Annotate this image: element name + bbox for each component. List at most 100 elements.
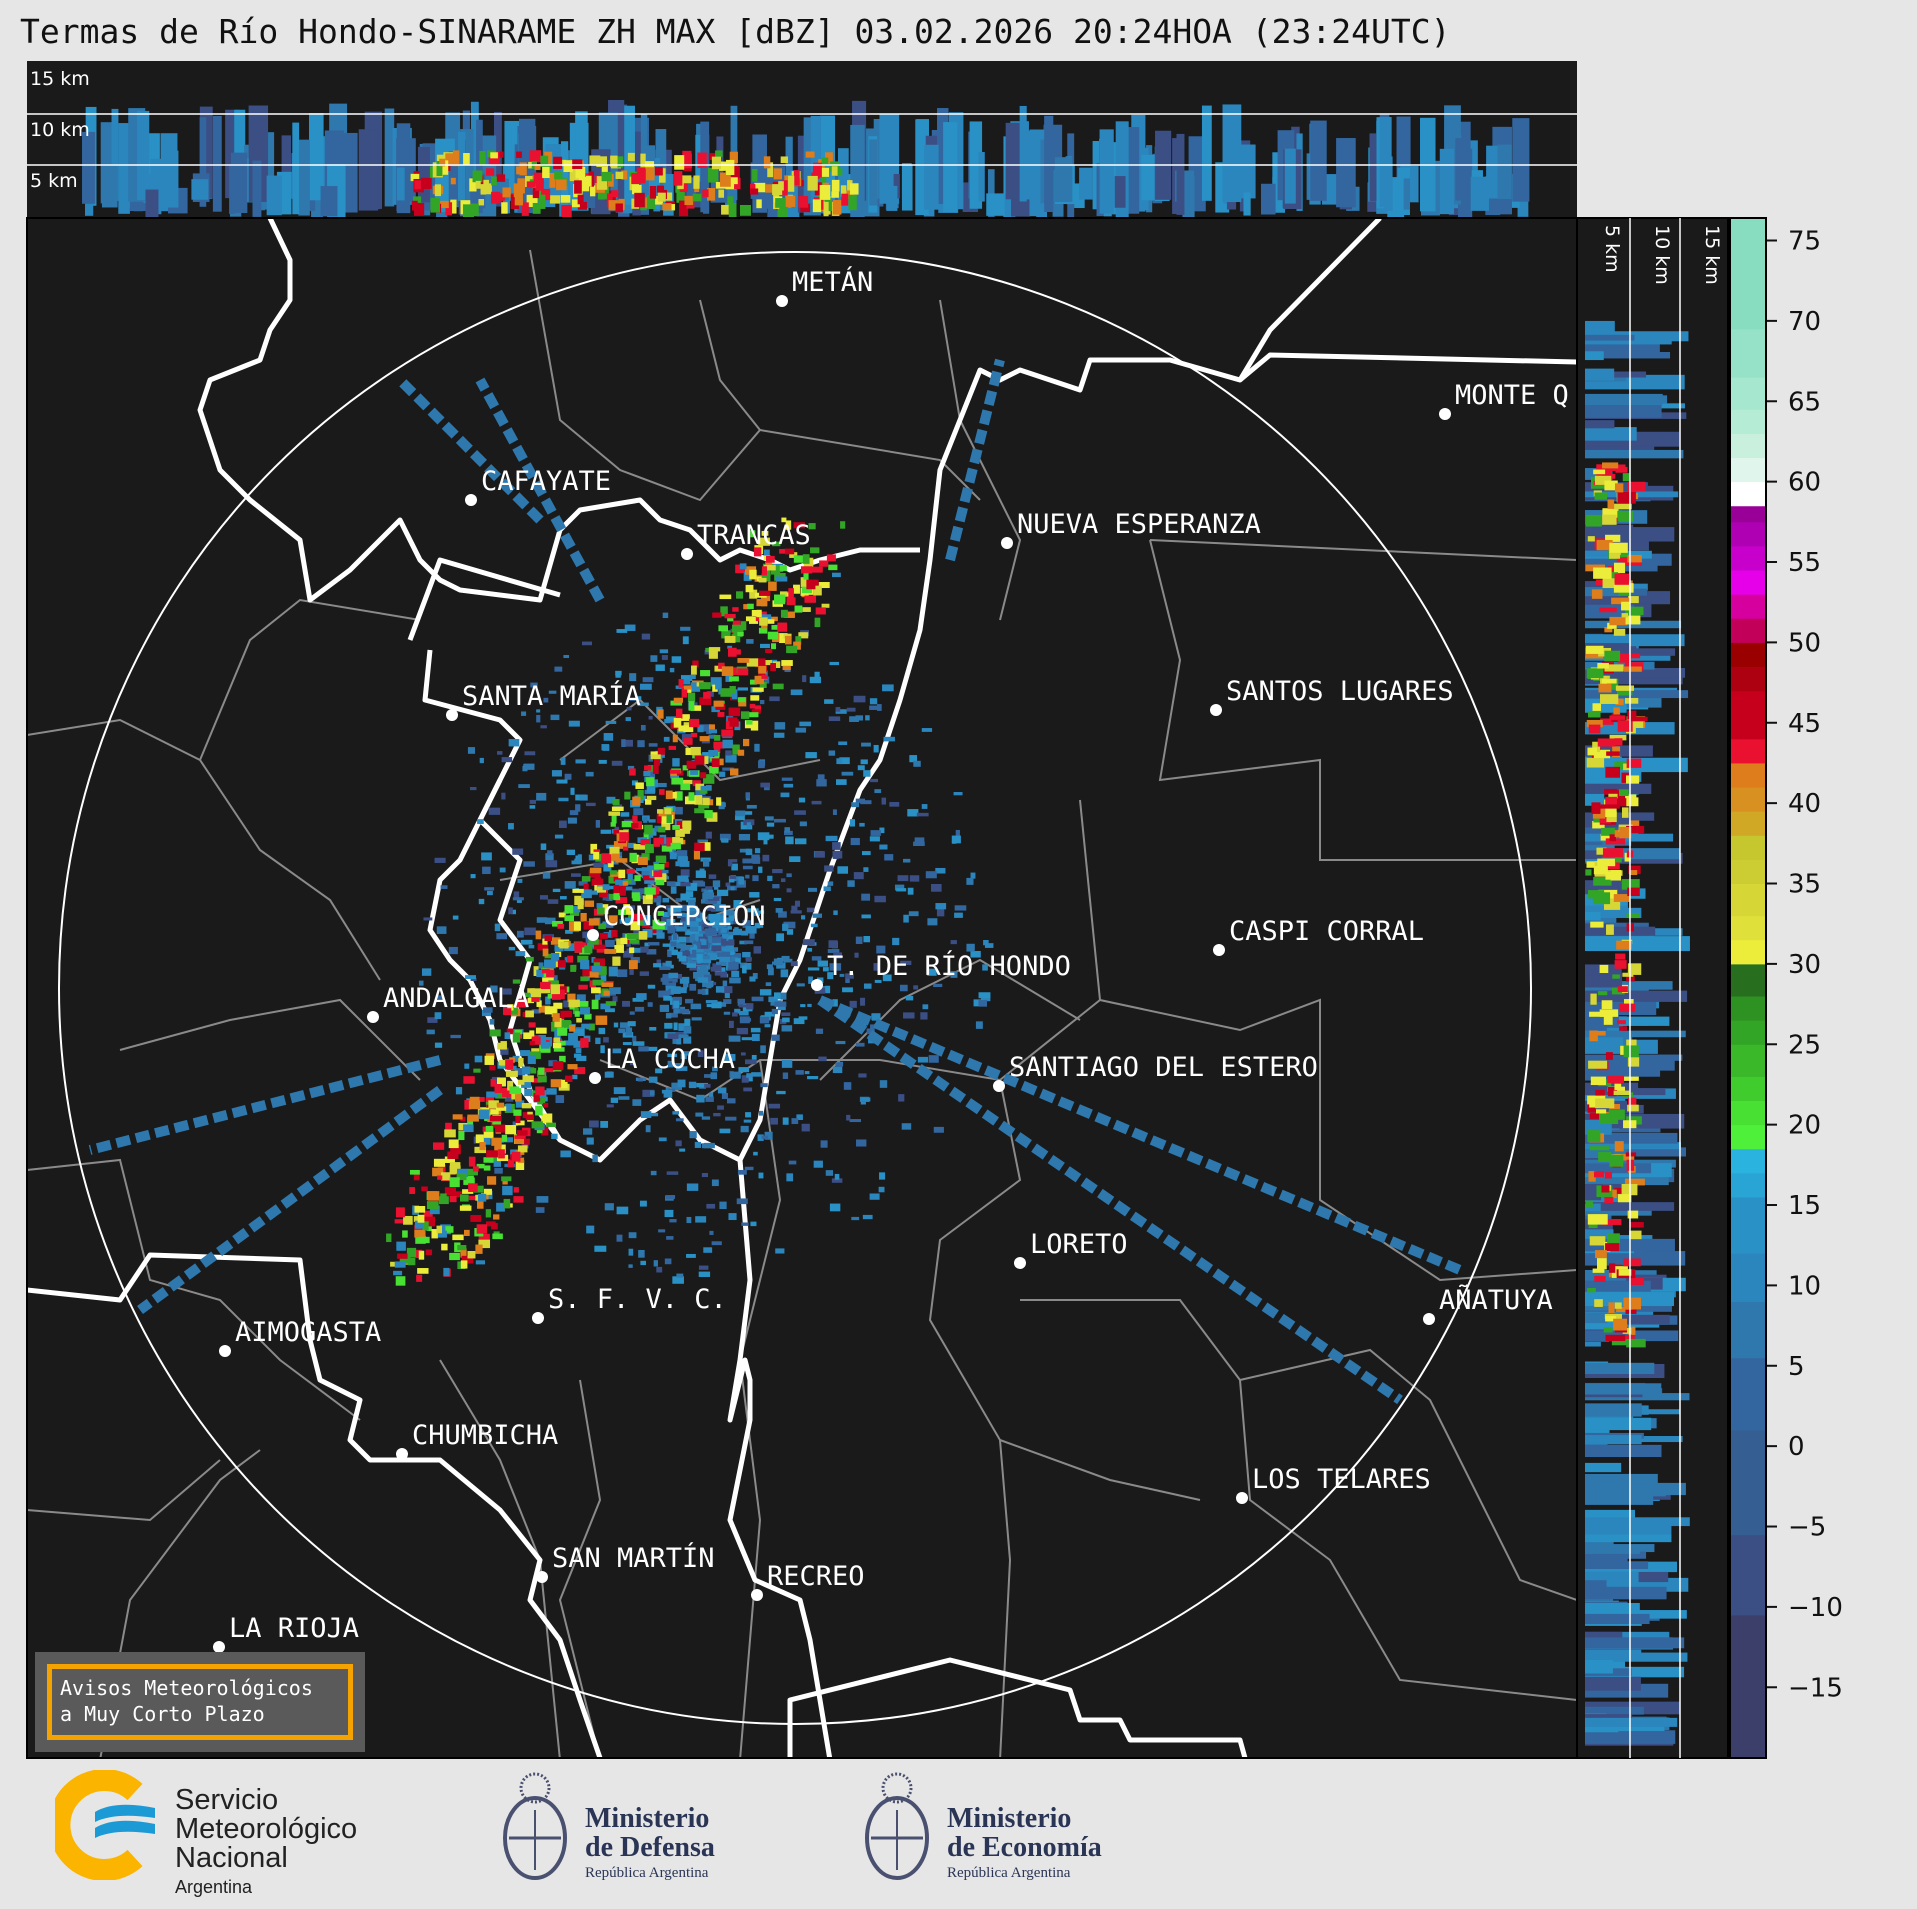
echo-cell xyxy=(750,695,760,701)
smn-line-4: Argentina xyxy=(175,1877,253,1897)
echo-cell xyxy=(873,963,878,971)
echo-cell xyxy=(680,1053,687,1060)
echo-cell xyxy=(574,1011,580,1017)
echo-cell xyxy=(1624,1178,1645,1186)
echo-cell xyxy=(1613,562,1626,574)
echo-cell xyxy=(1005,122,1023,200)
echo-cell xyxy=(1596,539,1613,551)
echo-cell xyxy=(191,179,209,200)
echo-cell xyxy=(414,1220,423,1229)
echo-cell xyxy=(575,1048,582,1054)
echo-cell xyxy=(504,1096,514,1102)
colorbar-segment xyxy=(1730,1100,1766,1126)
echo-streak xyxy=(945,358,1005,562)
colorbar-tick-label: −10 xyxy=(1788,1593,1843,1623)
echo-cell xyxy=(702,752,714,759)
echo-cell xyxy=(764,593,771,602)
echo-cell xyxy=(901,1123,912,1130)
echo-cell xyxy=(558,159,566,167)
echo-cell xyxy=(802,675,807,683)
echo-cell xyxy=(633,913,645,921)
echo-cell xyxy=(712,1066,718,1072)
echo-cell xyxy=(727,177,738,185)
echo-cell xyxy=(765,184,776,193)
echo-cell xyxy=(598,759,607,764)
echo-cell xyxy=(627,765,635,770)
echo-cell xyxy=(780,878,786,883)
city-marker xyxy=(1439,408,1451,420)
colorbar-segment xyxy=(1730,1253,1766,1302)
echo-cell xyxy=(743,1087,753,1092)
echo-cell xyxy=(788,588,794,598)
radar-range-ring xyxy=(58,251,1532,1725)
echo-cell xyxy=(753,547,762,557)
smn-line-1: Servicio xyxy=(175,1784,279,1816)
echo-cell xyxy=(688,701,695,711)
echo-cell xyxy=(645,798,652,805)
echo-cell xyxy=(851,1216,860,1221)
echo-cell xyxy=(789,170,798,215)
echo-cell xyxy=(1599,814,1611,824)
echo-cell xyxy=(553,1047,565,1052)
echo-cell xyxy=(674,155,685,170)
city-label: SANTA MARÍA xyxy=(462,680,641,712)
echo-cell xyxy=(508,823,514,830)
echo-cell xyxy=(720,971,727,978)
echo-cell xyxy=(760,782,770,788)
echo-cell xyxy=(571,906,581,913)
echo-cell xyxy=(683,738,693,745)
echo-cell xyxy=(559,896,567,900)
echo-cell xyxy=(679,861,690,867)
echo-cell xyxy=(591,999,599,1010)
echo-cell xyxy=(983,939,989,946)
echo-cell xyxy=(1618,1269,1632,1276)
echo-cell xyxy=(760,1045,766,1054)
echo-cell xyxy=(638,1046,649,1052)
echo-cell xyxy=(758,627,768,634)
echo-cell xyxy=(1585,1602,1640,1612)
echo-cell xyxy=(718,662,725,669)
echo-cell xyxy=(512,1055,520,1062)
echo-cell xyxy=(716,961,727,966)
echo-cell xyxy=(629,852,637,862)
echo-cell xyxy=(760,660,772,666)
echo-cell xyxy=(1624,697,1639,704)
echo-cell xyxy=(252,160,262,217)
echo-cell xyxy=(516,930,524,938)
echo-cell xyxy=(640,1260,647,1266)
echo-cell xyxy=(608,915,618,923)
colorbar-segment xyxy=(1730,594,1766,619)
echo-cell xyxy=(627,1021,636,1027)
ppi-map[interactable] xyxy=(27,218,1577,1758)
echo-cell xyxy=(820,1140,828,1148)
echo-cell xyxy=(819,560,829,567)
echo-cell xyxy=(638,931,648,940)
echo-cell xyxy=(469,1096,480,1103)
echo-cell xyxy=(1612,798,1629,807)
echo-cell xyxy=(561,204,572,220)
echo-cell xyxy=(975,1021,983,1029)
echo-cell xyxy=(782,665,791,671)
echo-cell xyxy=(529,150,537,162)
echo-cell xyxy=(673,1000,680,1009)
echo-cell xyxy=(543,1068,555,1073)
echo-cell xyxy=(738,833,751,841)
echo-cell xyxy=(653,963,662,968)
echo-cell xyxy=(675,830,685,837)
echo-cell xyxy=(654,863,665,870)
echo-cell xyxy=(661,821,671,831)
colorbar-tick-label: 50 xyxy=(1788,628,1821,658)
echo-cell xyxy=(672,734,678,743)
echo-cell xyxy=(800,577,807,588)
echo-cell xyxy=(728,1213,737,1221)
echo-cell xyxy=(517,1145,528,1153)
city-marker xyxy=(446,709,458,721)
warning-box[interactable]: Avisos Meteorológicos a Muy Corto Plazo xyxy=(35,1652,365,1752)
echo-cell xyxy=(540,843,547,850)
echo-cell xyxy=(870,778,879,783)
echo-cell xyxy=(512,897,524,901)
echo-cell xyxy=(950,971,958,978)
echo-cell xyxy=(486,1091,499,1098)
echo-cell xyxy=(521,202,529,216)
echo-cell xyxy=(411,200,418,211)
